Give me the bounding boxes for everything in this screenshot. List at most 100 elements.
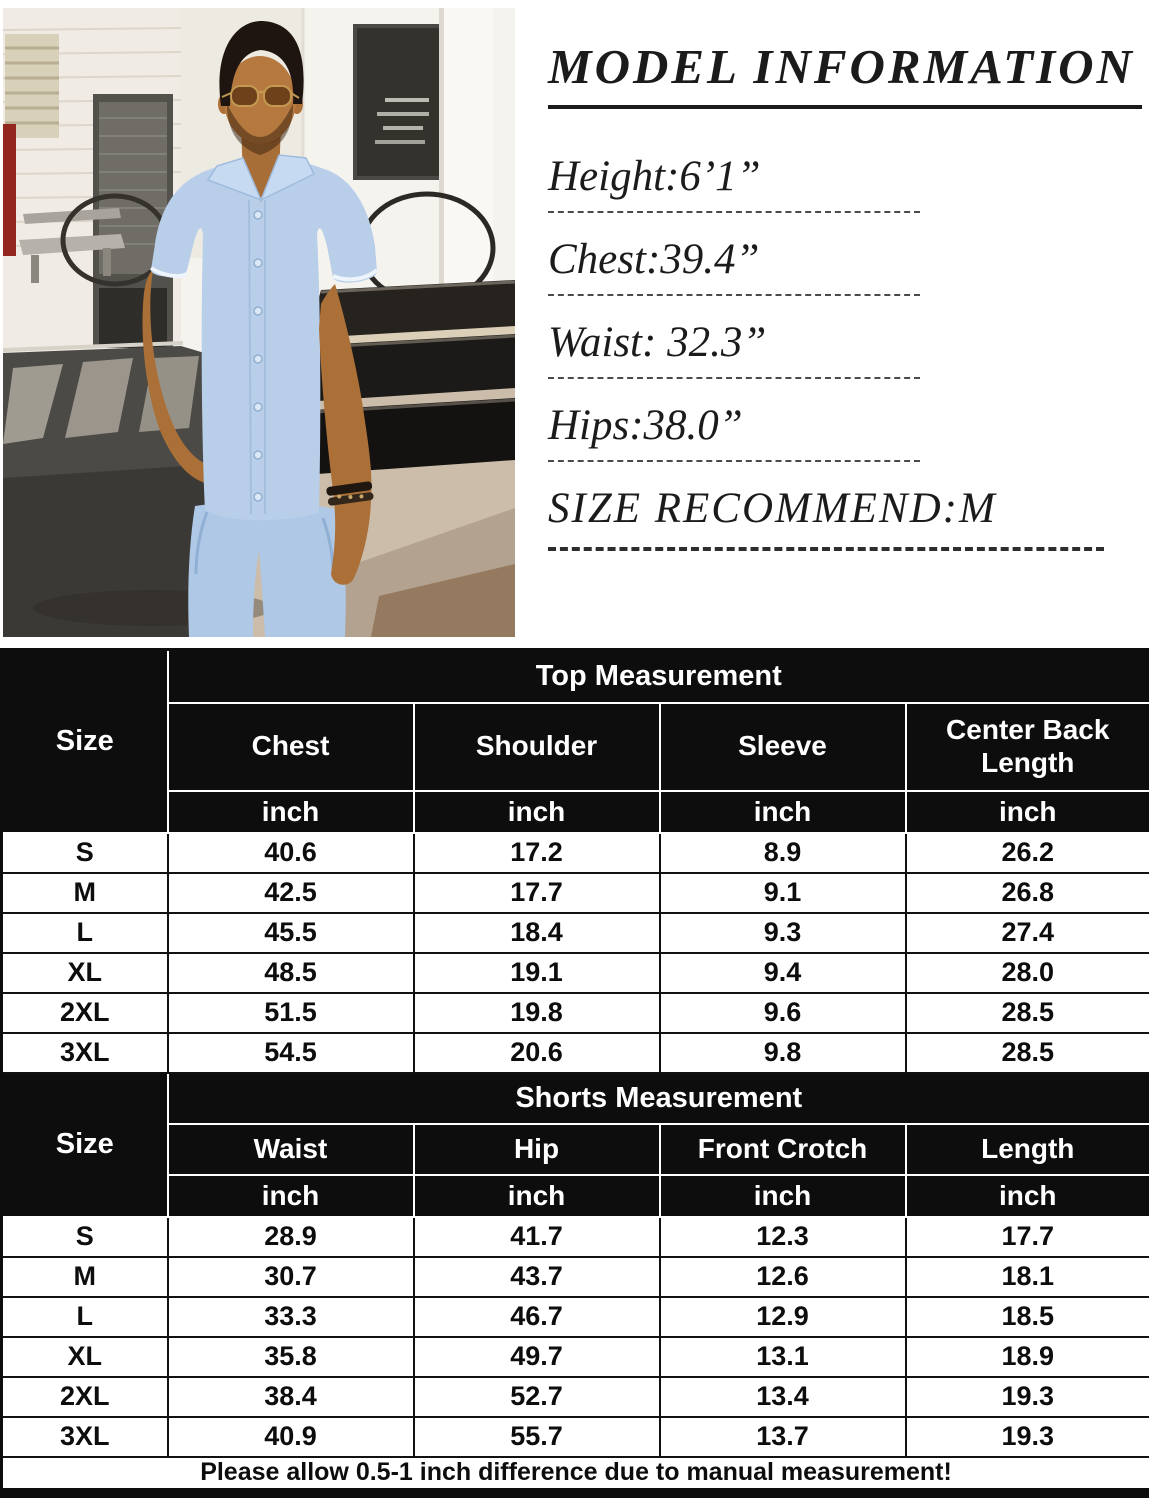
model-figure bbox=[142, 20, 379, 637]
size-cell: L bbox=[0, 1295, 169, 1338]
sunglasses bbox=[221, 85, 300, 107]
table-row: 3XL 40.9 55.7 13.7 19.3 bbox=[0, 1415, 1149, 1458]
measurement-cell: 18.1 bbox=[904, 1255, 1149, 1298]
unit-header: inch bbox=[166, 1173, 415, 1218]
shirt bbox=[149, 154, 379, 521]
column-header-front-crotch: Front Crotch bbox=[658, 1122, 907, 1176]
measurement-cell: 30.7 bbox=[166, 1255, 415, 1298]
measurement-cell: 26.8 bbox=[904, 871, 1149, 914]
column-header-sleeve: Sleeve bbox=[658, 701, 907, 792]
measurement-cell: 17.7 bbox=[412, 871, 661, 914]
table-row: M 42.5 17.7 9.1 26.8 bbox=[0, 871, 1149, 914]
measurement-cell: 12.3 bbox=[658, 1215, 907, 1258]
measurement-cell: 41.7 bbox=[412, 1215, 661, 1258]
model-chest: Chest:39.4” bbox=[548, 235, 920, 296]
measurement-cell: 45.5 bbox=[166, 911, 415, 954]
column-header-waist: Waist bbox=[166, 1122, 415, 1176]
table-row: XL 48.5 19.1 9.4 28.0 bbox=[0, 951, 1149, 994]
measurement-cell: 46.7 bbox=[412, 1295, 661, 1338]
column-header-chest: Chest bbox=[166, 701, 415, 792]
measurement-note: Please allow 0.5-1 inch difference due t… bbox=[0, 1455, 1149, 1494]
model-hips: Hips:38.0” bbox=[548, 401, 920, 462]
unit-header: inch bbox=[904, 1173, 1149, 1218]
size-cell: L bbox=[0, 911, 169, 954]
table-row: XL 35.8 49.7 13.1 18.9 bbox=[0, 1335, 1149, 1378]
measurement-cell: 28.5 bbox=[904, 991, 1149, 1034]
model-photo bbox=[3, 8, 515, 637]
beard bbox=[227, 104, 293, 155]
unit-header: inch bbox=[412, 789, 661, 834]
unit-header: inch bbox=[412, 1173, 661, 1218]
measurement-cell: 26.2 bbox=[904, 831, 1149, 874]
measurement-cell: 49.7 bbox=[412, 1335, 661, 1378]
measurement-cell: 38.4 bbox=[166, 1375, 415, 1418]
collar bbox=[206, 157, 263, 202]
red-wall bbox=[3, 124, 16, 256]
measurement-cell: 17.7 bbox=[904, 1215, 1149, 1258]
measurement-cell: 17.2 bbox=[412, 831, 661, 874]
measurement-cell: 12.6 bbox=[658, 1255, 907, 1298]
hair bbox=[219, 20, 304, 106]
measurement-cell: 9.4 bbox=[658, 951, 907, 994]
measurement-cell: 19.3 bbox=[904, 1415, 1149, 1458]
table-row: S 28.9 41.7 12.3 17.7 bbox=[0, 1215, 1149, 1258]
measurement-cell: 28.5 bbox=[904, 1031, 1149, 1074]
measurement-cell: 9.3 bbox=[658, 911, 907, 954]
measurement-cell: 28.0 bbox=[904, 951, 1149, 994]
measurement-cell: 55.7 bbox=[412, 1415, 661, 1458]
measurement-cell: 35.8 bbox=[166, 1335, 415, 1378]
table-row: 2XL 51.5 19.8 9.6 28.5 bbox=[0, 991, 1149, 1034]
shorts-measurement-header: Shorts Measurement bbox=[166, 1071, 1149, 1125]
model-height: Height:6’1” bbox=[548, 152, 920, 213]
size-recommend: SIZE RECOMMEND:M bbox=[548, 484, 1104, 551]
measurement-cell: 28.9 bbox=[166, 1215, 415, 1258]
top-measurement-header: Top Measurement bbox=[166, 648, 1149, 704]
size-cell: S bbox=[0, 1215, 169, 1258]
measurement-cell: 13.4 bbox=[658, 1375, 907, 1418]
size-cell: 3XL bbox=[0, 1031, 169, 1074]
measurement-cell: 13.1 bbox=[658, 1335, 907, 1378]
left-arm bbox=[319, 284, 372, 585]
measurement-cell: 9.8 bbox=[658, 1031, 907, 1074]
shorts bbox=[188, 501, 346, 637]
column-header-hip: Hip bbox=[412, 1122, 661, 1176]
right-arm bbox=[142, 270, 215, 484]
size-column-header-top: Size bbox=[0, 648, 169, 834]
table-row: 3XL 54.5 20.6 9.8 28.5 bbox=[0, 1031, 1149, 1074]
bracelet bbox=[326, 481, 374, 506]
measurement-cell: 42.5 bbox=[166, 871, 415, 914]
street-scene bbox=[3, 8, 515, 637]
size-cell: XL bbox=[0, 951, 169, 994]
measurement-cell: 27.4 bbox=[904, 911, 1149, 954]
table-row: M 30.7 43.7 12.6 18.1 bbox=[0, 1255, 1149, 1298]
measurement-cell: 19.3 bbox=[904, 1375, 1149, 1418]
measurement-cell: 40.6 bbox=[166, 831, 415, 874]
measurement-cell: 51.5 bbox=[166, 991, 415, 1034]
model-waist: Waist: 32.3” bbox=[548, 318, 920, 379]
size-cell: 2XL bbox=[0, 1375, 169, 1418]
model-information: MODEL INFORMATION Height:6’1” Chest:39.4… bbox=[548, 38, 1142, 618]
measurement-cell: 18.4 bbox=[412, 911, 661, 954]
buttons bbox=[253, 210, 263, 502]
column-header-shoulder: Shoulder bbox=[412, 701, 661, 792]
size-cell: M bbox=[0, 1255, 169, 1298]
model-info-title: MODEL INFORMATION bbox=[548, 38, 1142, 109]
size-cell: XL bbox=[0, 1335, 169, 1378]
table-row: S 40.6 17.2 8.9 26.2 bbox=[0, 831, 1149, 874]
measurement-cell: 33.3 bbox=[166, 1295, 415, 1338]
size-cell: S bbox=[0, 831, 169, 874]
unit-header: inch bbox=[166, 789, 415, 834]
unit-header: inch bbox=[658, 789, 907, 834]
unit-header: inch bbox=[658, 1173, 907, 1218]
column-header-center-back-length: Center Back Length bbox=[904, 701, 1149, 792]
measurement-cell: 54.5 bbox=[166, 1031, 415, 1074]
measurement-cell: 12.9 bbox=[658, 1295, 907, 1338]
column-header-length: Length bbox=[904, 1122, 1149, 1176]
measurement-cell: 43.7 bbox=[412, 1255, 661, 1298]
size-cell: M bbox=[0, 871, 169, 914]
left-building bbox=[3, 8, 182, 356]
table-row: L 45.5 18.4 9.3 27.4 bbox=[0, 911, 1149, 954]
button-placket bbox=[248, 199, 252, 515]
measurement-cell: 19.8 bbox=[412, 991, 661, 1034]
